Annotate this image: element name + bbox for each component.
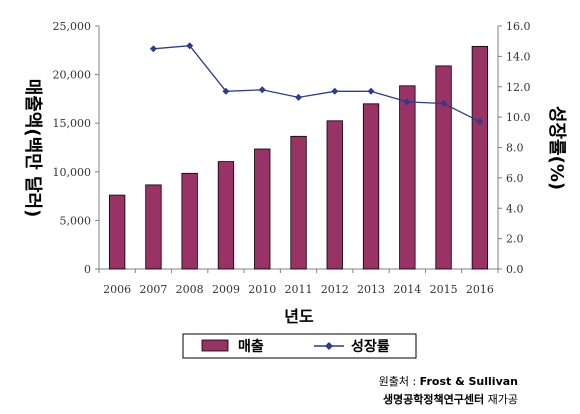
line-series [149,42,484,126]
right-tick-label: 12.0 [506,81,531,94]
x-tick-label: 2013 [357,283,385,296]
bar-2014 [399,85,416,270]
x-tick-labels: 2006 2007 2008 2009 2010 2011 2012 2013 2014 2015… [98,269,499,296]
x-tick-label: 2012 [321,283,349,296]
right-tick-label: 6.0 [506,172,524,185]
source-line-1-label: 원출처 : [379,375,420,388]
left-tick-label: 0 [84,263,91,276]
bar-series [109,46,489,270]
x-tick-label: 2010 [248,283,276,296]
x-tick-label: 2011 [285,283,313,296]
left-tick-label: 20,000 [53,69,92,82]
x-tick-label: 2006 [103,283,131,296]
point-2013 [367,87,375,95]
bar-2010 [254,148,271,270]
source-note: 원출처 : Frost & Sullivan 생명공학정책연구센터 재가공 [379,375,518,406]
x-tick-label: 2016 [466,283,494,296]
bar-2008 [181,172,198,270]
legend-bar-swatch [201,339,229,352]
bar-2013 [362,103,380,270]
right-tick-labels: 0.0 2.0 4.0 6.0 8.0 10.0 12.0 14.0 16.0 [498,20,531,276]
left-tick-label: 5,000 [60,214,92,227]
source-line-1: 원출처 : Frost & Sullivan [379,375,518,388]
bar-2011 [290,135,307,270]
bar-2007 [145,184,162,270]
point-2015 [440,99,448,107]
x-tick-label: 2008 [176,283,204,296]
source-line-1-value: Frost & Sullivan [420,375,518,388]
point-2008 [186,42,194,50]
legend-line-label: 성장률 [351,338,390,355]
right-tick-label: 10.0 [506,111,531,124]
source-line-2-label: 생명공학정책연구센터 [383,392,484,406]
point-2016 [476,118,484,126]
right-tick-label: 14.0 [506,50,531,63]
bar-2016 [471,46,489,270]
left-tick-label: 10,000 [53,166,92,179]
bar-2012 [326,120,343,270]
source-line-2: 생명공학정책연구센터 재가공 [383,392,518,406]
x-tick-label: 2014 [393,283,421,296]
y-axis-title: 매출액(백만 달러) [22,79,43,218]
bar-2006 [109,194,126,270]
point-2010 [258,86,266,94]
left-tick-label: 15,000 [53,117,92,130]
point-2009 [222,87,230,95]
bar-2015 [435,65,452,270]
right-tick-label: 8.0 [506,142,524,155]
bar-2009 [217,161,235,270]
point-2014 [403,98,411,106]
x-tick-label: 2015 [430,283,458,296]
right-tick-label: 0.0 [506,263,524,276]
point-2007 [149,45,157,53]
right-tick-label: 16.0 [506,20,531,33]
legend-line-marker [325,342,333,350]
x-tick-label: 2007 [139,283,167,296]
right-tick-label: 2.0 [506,233,524,246]
source-line-2-value: 재가공 [484,393,518,406]
legend-bar-label: 매출 [238,338,264,355]
y2-axis-title: 성장률(%) [546,106,567,190]
point-2011 [295,93,302,101]
legend: 매출 성장률 [182,333,417,359]
point-2012 [331,87,339,95]
growth-line [153,45,481,123]
x-axis-title: 년도 [284,307,314,326]
left-tick-label: 25,000 [53,20,92,33]
left-tick-labels: 0 5,000 10,000 15,000 20,000 25,000 [53,20,99,276]
right-tick-label: 4.0 [506,202,524,215]
x-tick-label: 2009 [212,283,240,296]
